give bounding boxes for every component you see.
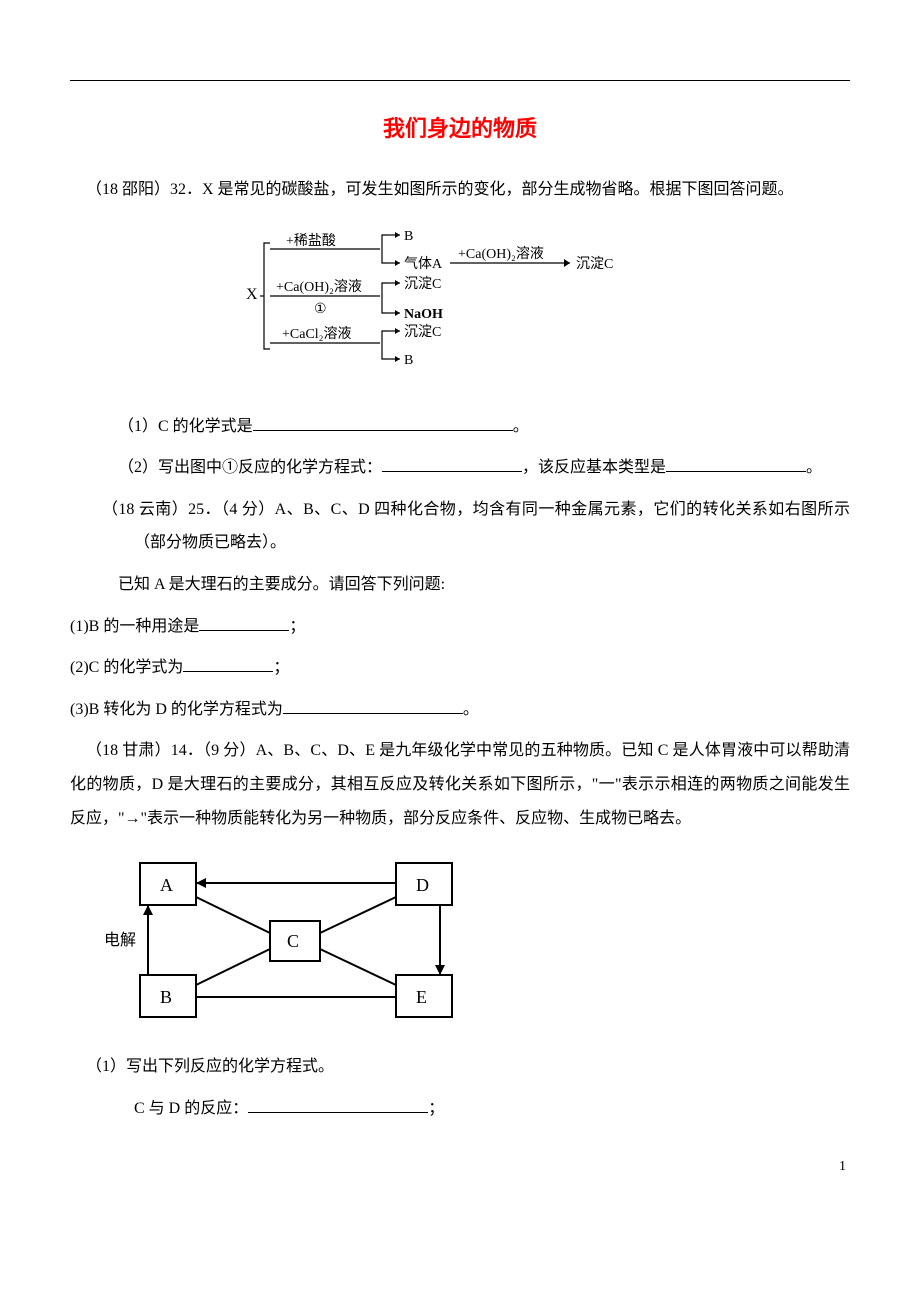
svg-text:D: D (416, 875, 429, 895)
q1-diagram: X +稀盐酸 B 气体A +Ca(OH)₂溶液 沉淀C +Ca(OH)₂溶液 ① (70, 221, 850, 376)
svg-text:B: B (404, 353, 413, 368)
blank (283, 697, 463, 714)
q1-p2-mid: ，该反应基本类型是 (522, 459, 666, 476)
svg-text:C: C (287, 931, 299, 951)
svg-text:沉淀C: 沉淀C (576, 256, 613, 272)
blank (382, 455, 522, 472)
blank (248, 1096, 428, 1113)
svg-text:①: ① (314, 302, 327, 317)
q3-part1-sub: C 与 D 的反应： ； (70, 1092, 850, 1126)
svg-text:B: B (404, 229, 413, 244)
q1-part2: （2）写出图中①反应的化学方程式： ，该反应基本类型是 。 (70, 451, 850, 485)
svg-text:沉淀C: 沉淀C (404, 324, 441, 340)
svg-text:+Ca(OH)₂溶液: +Ca(OH)₂溶液 (276, 279, 362, 295)
blank (199, 614, 289, 631)
blank (666, 455, 806, 472)
blank (253, 414, 513, 431)
svg-text:A: A (160, 875, 173, 895)
q2-part1: (1)B 的一种用途是 ； (70, 610, 850, 644)
period: 。 (463, 701, 479, 718)
period: 。 (806, 459, 822, 476)
blank (183, 655, 273, 672)
svg-text:+稀盐酸: +稀盐酸 (286, 233, 336, 249)
svg-text:气体A: 气体A (404, 256, 443, 272)
q2-p3-label: (3)B 转化为 D 的化学方程式为 (70, 701, 283, 718)
semi: ； (428, 1100, 444, 1117)
svg-text:电解: 电解 (104, 931, 136, 949)
q1-p1-label: （1）C 的化学式是 (118, 418, 253, 435)
q1-x-label: X (246, 286, 258, 303)
period: 。 (513, 418, 529, 435)
q3-stem: （18 甘肃）14．（9 分）A、B、C、D、E 是九年级化学中常见的五种物质。… (70, 734, 850, 835)
q2-p2-label: (2)C 的化学式为 (70, 659, 183, 676)
svg-text:沉淀C: 沉淀C (404, 276, 441, 292)
q1-stem: （18 邵阳）32．X 是常见的碳酸盐，可发生如图所示的变化，部分生成物省略。根… (70, 173, 850, 207)
q3-p1-sub: C 与 D 的反应： (134, 1100, 248, 1117)
q3-diagram: A B C D E 电解 (100, 845, 850, 1040)
svg-text:B: B (160, 987, 172, 1007)
q2-stem2: 已知 A 是大理石的主要成分。请回答下列问题: (70, 568, 850, 602)
page-number: 1 (70, 1159, 850, 1175)
q3-part1-label: （1）写出下列反应的化学方程式。 (70, 1050, 850, 1084)
q1-part1: （1）C 的化学式是 。 (70, 410, 850, 444)
semi: ； (289, 618, 305, 635)
top-rule (70, 80, 850, 81)
q2-p1-label: (1)B 的一种用途是 (70, 618, 199, 635)
svg-text:NaOH: NaOH (404, 307, 443, 322)
svg-text:+Ca(OH)₂溶液: +Ca(OH)₂溶液 (458, 246, 544, 262)
page-title: 我们身边的物质 (70, 111, 850, 143)
q2-part3: (3)B 转化为 D 的化学方程式为 。 (70, 693, 850, 727)
q2-part2: (2)C 的化学式为 ； (70, 651, 850, 685)
svg-text:E: E (416, 987, 427, 1007)
q2-stem1: （18 云南）25．（4 分）A、B、C、D 四种化合物，均含有同一种金属元素，… (70, 493, 850, 560)
svg-text:+CaCl₂溶液: +CaCl₂溶液 (282, 326, 352, 342)
q1-p2-label: （2）写出图中①反应的化学方程式： (118, 459, 382, 476)
semi: ； (273, 659, 289, 676)
